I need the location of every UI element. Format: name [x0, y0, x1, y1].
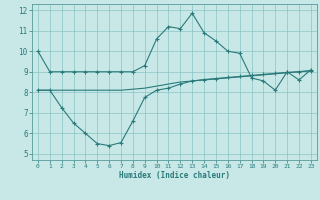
X-axis label: Humidex (Indice chaleur): Humidex (Indice chaleur)	[119, 171, 230, 180]
